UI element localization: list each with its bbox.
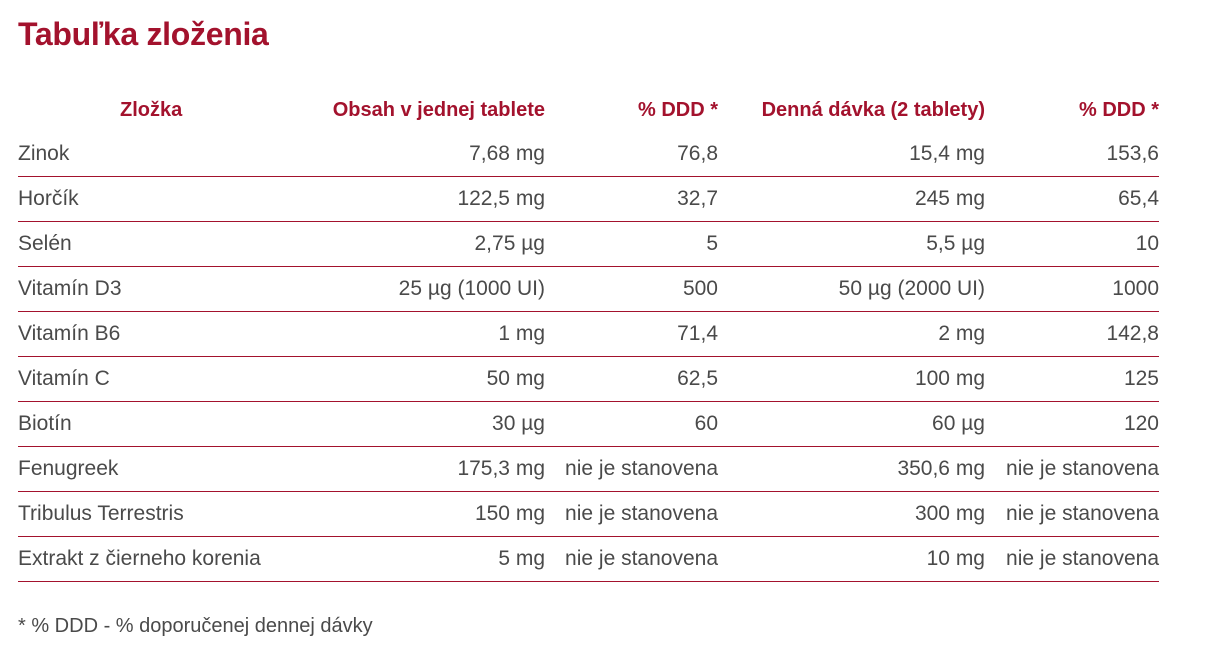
ingredient-name: Fenugreek bbox=[18, 446, 268, 492]
table-row: Fenugreek 175,3 mg nie je stanovena 350,… bbox=[18, 446, 1159, 492]
ddd-daily-value: 120 bbox=[985, 401, 1159, 447]
ingredient-name: Extrakt z čierneho korenia bbox=[18, 536, 268, 582]
ingredient-name: Tribulus Terrestris bbox=[18, 491, 268, 537]
ddd-tablet-value: nie je stanovena bbox=[545, 446, 718, 492]
table-row: Zinok 7,68 mg 76,8 15,4 mg 153,6 bbox=[18, 132, 1159, 177]
ddd-tablet-value: 76,8 bbox=[545, 132, 718, 177]
daily-dose-value: 15,4 mg bbox=[718, 132, 985, 177]
daily-dose-value: 5,5 µg bbox=[718, 221, 985, 267]
daily-dose-value: 300 mg bbox=[718, 491, 985, 537]
ingredient-name: Vitamín C bbox=[18, 356, 268, 402]
per-tablet-value: 7,68 mg bbox=[268, 132, 545, 177]
ingredient-name: Vitamín D3 bbox=[18, 266, 268, 312]
header-ingredient: Zložka bbox=[120, 98, 183, 121]
per-tablet-value: 1 mg bbox=[268, 311, 545, 357]
per-tablet-value: 2,75 µg bbox=[268, 221, 545, 267]
table-row: Selén 2,75 µg 5 5,5 µg 10 bbox=[18, 221, 1159, 267]
table-row: Horčík 122,5 mg 32,7 245 mg 65,4 bbox=[18, 176, 1159, 222]
daily-dose-value: 245 mg bbox=[718, 176, 985, 222]
ddd-tablet-value: 62,5 bbox=[545, 356, 718, 402]
ddd-daily-value: 10 bbox=[985, 221, 1159, 267]
ddd-tablet-value: 32,7 bbox=[545, 176, 718, 222]
daily-dose-value: 350,6 mg bbox=[718, 446, 985, 492]
ddd-daily-value: 65,4 bbox=[985, 176, 1159, 222]
ddd-daily-value: 142,8 bbox=[985, 311, 1159, 357]
ddd-tablet-value: 500 bbox=[545, 266, 718, 312]
ddd-daily-value: 153,6 bbox=[985, 132, 1159, 177]
ingredient-name: Vitamín B6 bbox=[18, 311, 268, 357]
table-row: Vitamín C 50 mg 62,5 100 mg 125 bbox=[18, 356, 1159, 402]
header-ddd-tablet: % DDD * bbox=[637, 98, 718, 121]
table-row: Extrakt z čierneho korenia 5 mg nie je s… bbox=[18, 536, 1159, 582]
ddd-tablet-value: 60 bbox=[545, 401, 718, 447]
ddd-tablet-value: 71,4 bbox=[545, 311, 718, 357]
composition-table: Zložka Obsah v jednej tablete % DDD * De… bbox=[18, 88, 1159, 582]
header-ddd-daily: % DDD * bbox=[1078, 98, 1159, 121]
footnote: * % DDD - % doporučenej dennej dávky bbox=[18, 615, 373, 637]
header-daily-dose: Denná dávka (2 tablety) bbox=[761, 98, 985, 121]
per-tablet-value: 30 µg bbox=[268, 401, 545, 447]
ddd-daily-value: 1000 bbox=[985, 266, 1159, 312]
table-header-row: Zložka Obsah v jednej tablete % DDD * De… bbox=[18, 88, 1159, 132]
daily-dose-value: 2 mg bbox=[718, 311, 985, 357]
ddd-daily-value: nie je stanovena bbox=[985, 536, 1159, 582]
daily-dose-value: 10 mg bbox=[718, 536, 985, 582]
per-tablet-value: 5 mg bbox=[268, 536, 545, 582]
per-tablet-value: 50 mg bbox=[268, 356, 545, 402]
per-tablet-value: 25 µg (1000 UI) bbox=[268, 266, 545, 312]
page-title: Tabuľka zloženia bbox=[18, 16, 269, 52]
table-row: Vitamín B6 1 mg 71,4 2 mg 142,8 bbox=[18, 311, 1159, 357]
ddd-daily-value: nie je stanovena bbox=[985, 491, 1159, 537]
table-row: Biotín 30 µg 60 60 µg 120 bbox=[18, 401, 1159, 447]
ingredient-name: Horčík bbox=[18, 176, 268, 222]
table-row: Vitamín D3 25 µg (1000 UI) 500 50 µg (20… bbox=[18, 266, 1159, 312]
per-tablet-value: 150 mg bbox=[268, 491, 545, 537]
ddd-tablet-value: nie je stanovena bbox=[545, 536, 718, 582]
ddd-tablet-value: 5 bbox=[545, 221, 718, 267]
header-per-tablet: Obsah v jednej tablete bbox=[332, 98, 545, 121]
per-tablet-value: 175,3 mg bbox=[268, 446, 545, 492]
per-tablet-value: 122,5 mg bbox=[268, 176, 545, 222]
ingredient-name: Zinok bbox=[18, 132, 268, 177]
daily-dose-value: 100 mg bbox=[718, 356, 985, 402]
daily-dose-value: 60 µg bbox=[718, 401, 985, 447]
ddd-daily-value: 125 bbox=[985, 356, 1159, 402]
ddd-daily-value: nie je stanovena bbox=[985, 446, 1159, 492]
table-row: Tribulus Terrestris 150 mg nie je stanov… bbox=[18, 491, 1159, 537]
ingredient-name: Selén bbox=[18, 221, 268, 267]
ingredient-name: Biotín bbox=[18, 401, 268, 447]
daily-dose-value: 50 µg (2000 UI) bbox=[718, 266, 985, 312]
ddd-tablet-value: nie je stanovena bbox=[545, 491, 718, 537]
